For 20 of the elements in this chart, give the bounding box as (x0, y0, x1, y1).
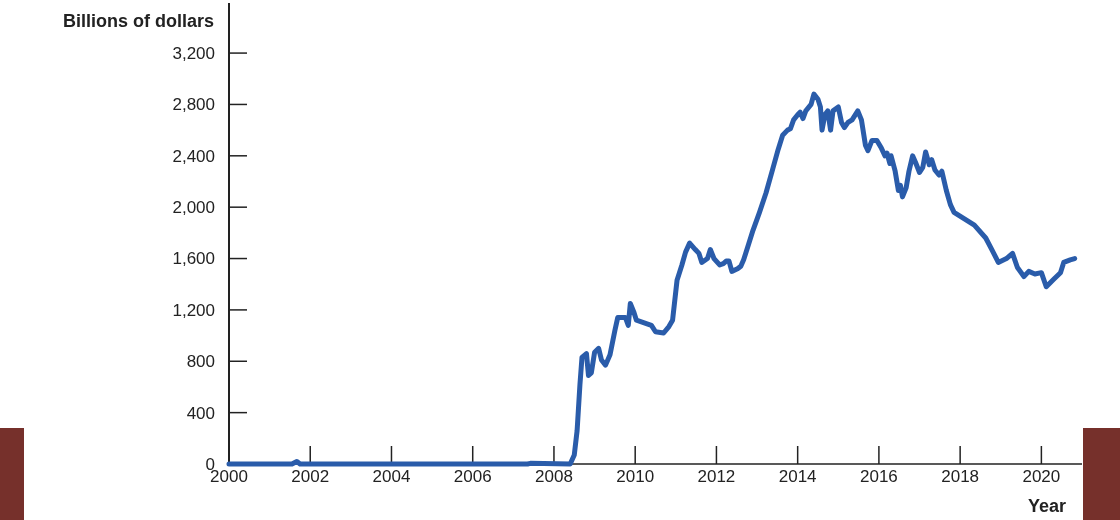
x-tick-label: 2016 (859, 467, 898, 486)
y-tick-label: 2,800 (172, 95, 215, 115)
x-tick-label: 2014 (778, 467, 817, 486)
x-tick-label: 2002 (291, 467, 330, 486)
y-tick-label: 800 (186, 352, 215, 372)
x-tick-label: 2004 (372, 467, 411, 486)
x-tick-label: 2018 (941, 467, 980, 486)
y-tick-label: 2,000 (172, 198, 215, 218)
y-tick-label: 1,600 (172, 249, 215, 269)
y-tick-label: 1,200 (172, 300, 215, 320)
x-tick-label: 2008 (535, 467, 573, 486)
y-tick-label: 2,400 (172, 146, 215, 166)
x-tick-label: 2020 (1022, 467, 1061, 486)
y-tick-label: 3,200 (172, 44, 215, 64)
x-tick-label: 2006 (453, 467, 492, 486)
y-axis-title: Billions of dollars (62, 11, 214, 31)
y-tick-label: 400 (186, 403, 215, 423)
x-axis-title: Year (1027, 496, 1066, 516)
x-tick-label: 2012 (697, 467, 736, 486)
x-tick-label: 2010 (616, 467, 655, 486)
